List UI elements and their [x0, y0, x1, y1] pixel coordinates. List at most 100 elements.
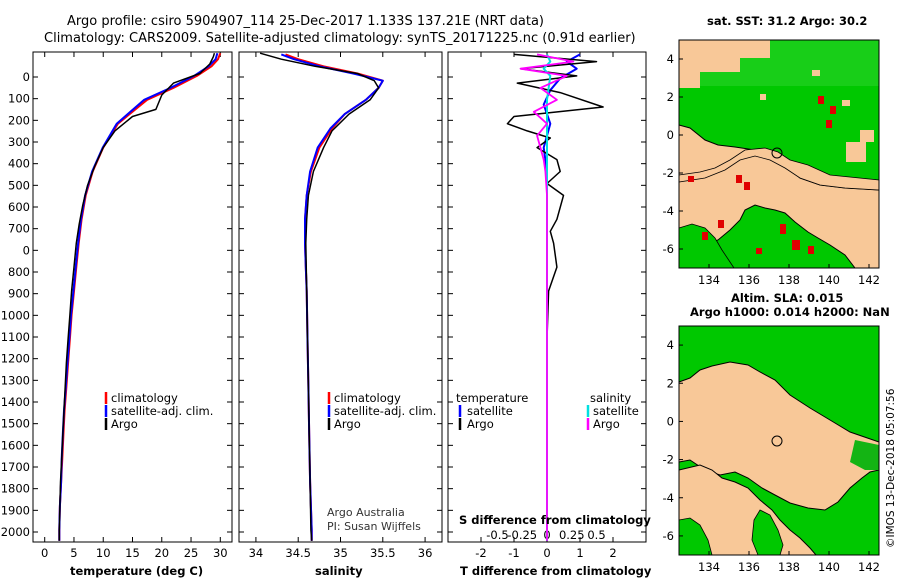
- x2-tick-label: -0.25: [507, 528, 537, 542]
- map-x-tick-label: 136: [738, 560, 760, 574]
- argo-location-marker-top: [771, 147, 783, 159]
- depth-tick-label: 400: [8, 157, 30, 171]
- depth-tick-label: 100: [8, 92, 30, 106]
- temperature-series: [58, 52, 222, 541]
- depth-tick-label: 1000: [1, 308, 30, 322]
- x-tick-label: 34: [249, 546, 264, 560]
- depth-tick-label: 1300: [1, 373, 30, 387]
- depth-tick-label: 1200: [1, 352, 30, 366]
- sal-legend-climatology: climatology: [334, 391, 401, 405]
- x2-tick-label: 0.5: [587, 528, 605, 542]
- credit-pi: PI: Susan Wijffels: [327, 520, 421, 533]
- difference-legend-left: temperature satellite Argo: [456, 391, 528, 431]
- difference-legend-right: salinity satellite Argo: [586, 391, 639, 431]
- depth-tick-label: 1600: [1, 438, 30, 452]
- map-x-tick-label: 134: [698, 560, 720, 574]
- series-line-climatology: [285, 53, 384, 541]
- x-tick-label: -1: [508, 546, 519, 560]
- x-tick-label: 34.5: [285, 546, 311, 560]
- temp-legend-argo: Argo: [111, 417, 138, 431]
- map-y-tick-label: 4: [667, 52, 674, 66]
- temperature-x-axis: 0 5 10 15 20 25 30: [41, 52, 228, 560]
- depth-tick-label: 800: [8, 265, 30, 279]
- series-line-argo: [58, 52, 216, 541]
- temperature-axis-label: temperature (deg C): [70, 564, 203, 578]
- x-tick-label: 2: [609, 546, 616, 560]
- x-tick-label: 15: [125, 546, 140, 560]
- series-line-temperature-satellite: [542, 53, 581, 541]
- imos-watermark: ©IMOS 13-Dec-2018 05:07:56: [885, 388, 897, 548]
- sst-map-missing-cells: [760, 70, 874, 162]
- sst-map: [678, 39, 880, 269]
- series-line-satellite-adj-clim-: [280, 53, 384, 541]
- salinity-panel-frame: [238, 51, 443, 543]
- sla-map-axes: 134 136 138 140 142 4 2 0 -2 -4 -6: [663, 338, 880, 574]
- x-tick-label: 5: [70, 546, 77, 560]
- diff-legend-s-argo: Argo: [593, 417, 620, 431]
- depth-tick-label: 900: [8, 287, 30, 301]
- argo-location-marker-bottom: [771, 435, 783, 447]
- depth-tick-label: 1900: [1, 503, 30, 517]
- map-x-tick-label: 140: [818, 560, 840, 574]
- sla-map-land-australia: [678, 464, 818, 556]
- map-y-tick-label: -6: [663, 242, 674, 256]
- map-x-tick-label: 142: [858, 560, 880, 574]
- sla-map-frame: [678, 325, 880, 556]
- credit-argo-australia: Argo Australia: [327, 506, 405, 519]
- x-tick-label: 35.5: [370, 546, 396, 560]
- map-y-tick-label: 0: [667, 414, 674, 428]
- series-line-satellite-adj-clim-: [58, 52, 219, 541]
- sst-map-cloud-gap: [679, 40, 770, 88]
- map-x-tick-label: 136: [738, 273, 760, 287]
- depth-tick-label: 700: [8, 222, 30, 236]
- sal-legend-argo: Argo: [334, 417, 361, 431]
- map-y-tick-label: -4: [663, 491, 674, 505]
- sal-legend-satellite: satellite-adj. clim.: [334, 404, 436, 418]
- map-y-tick-label: -6: [663, 529, 674, 543]
- depth-tick-label: 1400: [1, 395, 30, 409]
- x-tick-label: 10: [96, 546, 111, 560]
- sst-map-axes: 134 136 138 140 142 4 2 0 -2 -4 -6: [663, 52, 880, 287]
- map-y-tick-label: -2: [663, 453, 674, 467]
- map-y-tick-label: 0: [667, 128, 674, 142]
- diff-legend-s-satellite: satellite: [593, 404, 639, 418]
- depth-tick-label: 1800: [1, 482, 30, 496]
- series-line-climatology: [58, 52, 222, 541]
- map-y-tick-label: -4: [663, 204, 674, 218]
- diff-legend-t-satellite: satellite: [467, 404, 513, 418]
- diff-legend-temperature-title: temperature: [456, 391, 528, 405]
- t-difference-axis-label: T difference from climatology: [460, 564, 652, 578]
- temperature-panel-frame: [32, 51, 233, 543]
- sla-map-anomaly: [850, 440, 879, 470]
- salinity-series: [259, 52, 384, 541]
- temp-legend-satellite: satellite-adj. clim.: [111, 404, 213, 418]
- series-line-argo: [259, 52, 380, 541]
- depth-tick-label: 500: [8, 178, 30, 192]
- x2-tick-label: -0.5: [486, 528, 508, 542]
- temp-legend-climatology: climatology: [111, 391, 178, 405]
- x-tick-label: 25: [184, 546, 199, 560]
- sla-map-title-2: Argo h1000: 0.014 h2000: NaN: [690, 305, 890, 319]
- x-tick-label: 36: [418, 546, 433, 560]
- salinity-x-axis: 34 34.5 35 35.5 36: [249, 52, 433, 560]
- map-y-tick-label: 2: [667, 90, 674, 104]
- x-tick-label: 30: [213, 546, 228, 560]
- x-tick-label: 35: [333, 546, 348, 560]
- s-difference-axis-label: S difference from climatology: [459, 513, 651, 527]
- header-line-2: Climatology: CARS2009. Satellite-adjuste…: [44, 31, 636, 46]
- diff-legend-t-argo: Argo: [467, 417, 494, 431]
- salinity-legend: climatology satellite-adj. clim. Argo: [327, 391, 436, 431]
- x-tick-label: 1: [576, 546, 583, 560]
- x-tick-label: -2: [475, 546, 486, 560]
- depth-tick-label: 0: [23, 70, 30, 84]
- header-line-1: Argo profile: csiro 5904907_114 25-Dec-2…: [67, 14, 544, 29]
- depth-tick-label: 1500: [1, 417, 30, 431]
- x-tick-label: 0: [543, 546, 550, 560]
- depth-tick-label: 200: [8, 113, 30, 127]
- map-y-tick-label: -2: [663, 166, 674, 180]
- sla-map-title-1: Altim. SLA: 0.015: [731, 291, 843, 305]
- map-y-tick-label: 2: [667, 376, 674, 390]
- map-x-tick-label: 138: [778, 560, 800, 574]
